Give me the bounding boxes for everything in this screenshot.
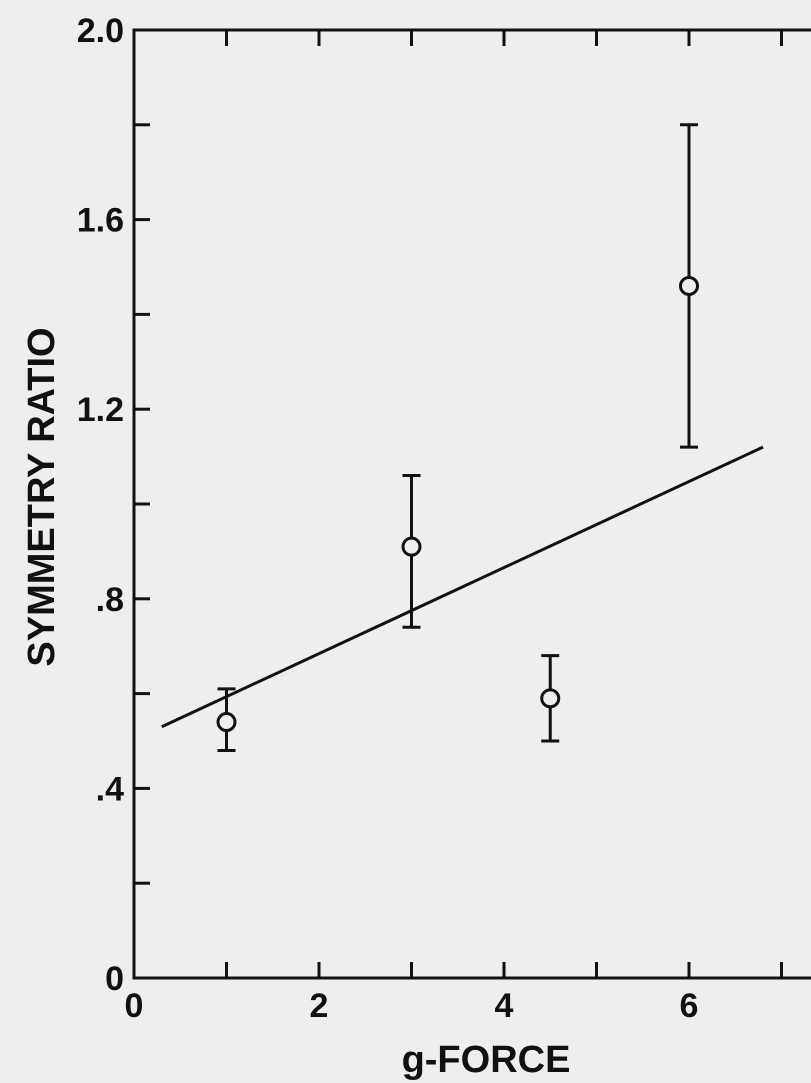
y-axis-tick-labels: 0 .4 .8 1.2 1.6 2.0 (77, 12, 124, 998)
x-tick-label: 2 (310, 987, 329, 1025)
data-point (679, 275, 699, 296)
x-tick-label: 0 (125, 987, 144, 1025)
y-tick-label: 1.6 (77, 202, 124, 240)
data-point (540, 688, 561, 709)
x-tick-label: 4 (495, 987, 514, 1025)
fit-line-group (161, 445, 764, 729)
regression-line (161, 445, 764, 729)
y-tick-label: 2.0 (77, 12, 124, 50)
y-tick-label: .4 (96, 770, 124, 808)
data-point (216, 712, 237, 733)
y-axis-ticks (134, 123, 150, 885)
x-axis-ticks (225, 30, 783, 978)
y-tick-label: 1.2 (77, 391, 124, 429)
y-axis-title: SYMMETRY RATIO (21, 327, 63, 666)
data-points (216, 275, 699, 733)
x-tick-label: 6 (680, 987, 699, 1025)
plot-frame (132, 28, 811, 980)
x-axis-tick-labels: 0 2 4 6 (125, 987, 699, 1025)
data-point (401, 536, 422, 557)
x-axis-title: g-FORCE (402, 1039, 571, 1081)
y-tick-label: 0 (105, 960, 124, 998)
error-bars (217, 123, 698, 752)
y-tick-label: .8 (96, 581, 124, 619)
